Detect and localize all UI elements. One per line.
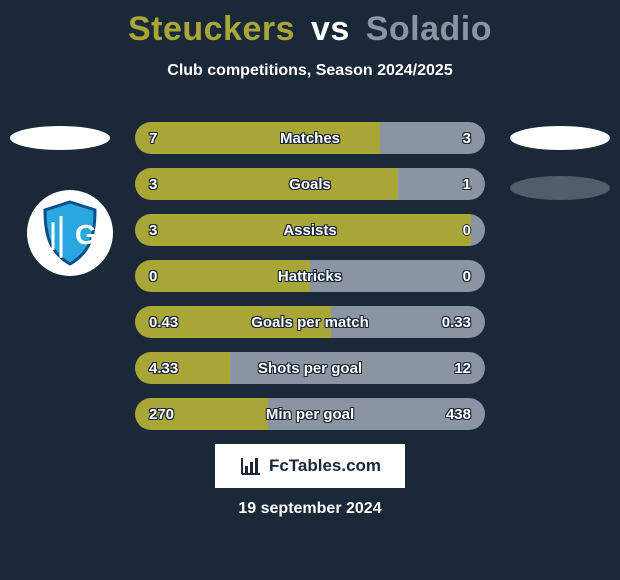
bar-row: 31Goals — [135, 168, 485, 200]
page-title: Steuckers vs Soladio — [0, 10, 620, 49]
bar-right-value: 1 — [398, 168, 486, 200]
bar-left-value: 0.43 — [135, 306, 331, 338]
comparison-infographic: Steuckers vs Soladio Club competitions, … — [0, 0, 620, 580]
club-right-placeholder — [510, 176, 610, 200]
bar-right-value: 0 — [463, 214, 471, 246]
bar-right-value — [471, 214, 485, 246]
club-left-badge: G — [27, 190, 113, 276]
subtitle: Club competitions, Season 2024/2025 — [0, 62, 620, 80]
bar-row: 00Hattricks — [135, 260, 485, 292]
bar-right-value: 3 — [380, 122, 485, 154]
bar-row: 4.3312Shots per goal — [135, 352, 485, 384]
comparison-bars: 73Matches 31Goals 03Assists 00Hattricks 0.43… — [135, 122, 485, 444]
title-right: Soladio — [366, 10, 492, 48]
brand-box: FcTables.com — [215, 444, 405, 488]
bar-right-value: 438 — [268, 398, 485, 430]
bar-right-value: 12 — [230, 352, 486, 384]
shield-icon: G — [41, 200, 99, 266]
bar-row: 03Assists — [135, 214, 485, 246]
bar-left-value: 0 — [135, 260, 310, 292]
date-text: 19 september 2024 — [0, 500, 620, 518]
chart-icon — [239, 454, 263, 478]
bar-left-value: 270 — [135, 398, 268, 430]
bar-row: 73Matches — [135, 122, 485, 154]
bar-row: 0.430.33Goals per match — [135, 306, 485, 338]
player-left-avatar — [10, 126, 110, 150]
bar-right-value: 0.33 — [331, 306, 485, 338]
bar-left-value: 7 — [135, 122, 380, 154]
player-right-avatar — [510, 126, 610, 150]
bar-row: 270438Min per goal — [135, 398, 485, 430]
shield-letter: G — [75, 219, 97, 250]
title-left: Steuckers — [128, 10, 295, 48]
bar-left-value: 3 — [135, 168, 398, 200]
bar-left-value: 4.33 — [135, 352, 230, 384]
title-vs: vs — [311, 10, 350, 48]
brand-text: FcTables.com — [269, 456, 381, 476]
bar-left-value: 3 — [135, 214, 471, 246]
bar-right-value: 0 — [310, 260, 485, 292]
